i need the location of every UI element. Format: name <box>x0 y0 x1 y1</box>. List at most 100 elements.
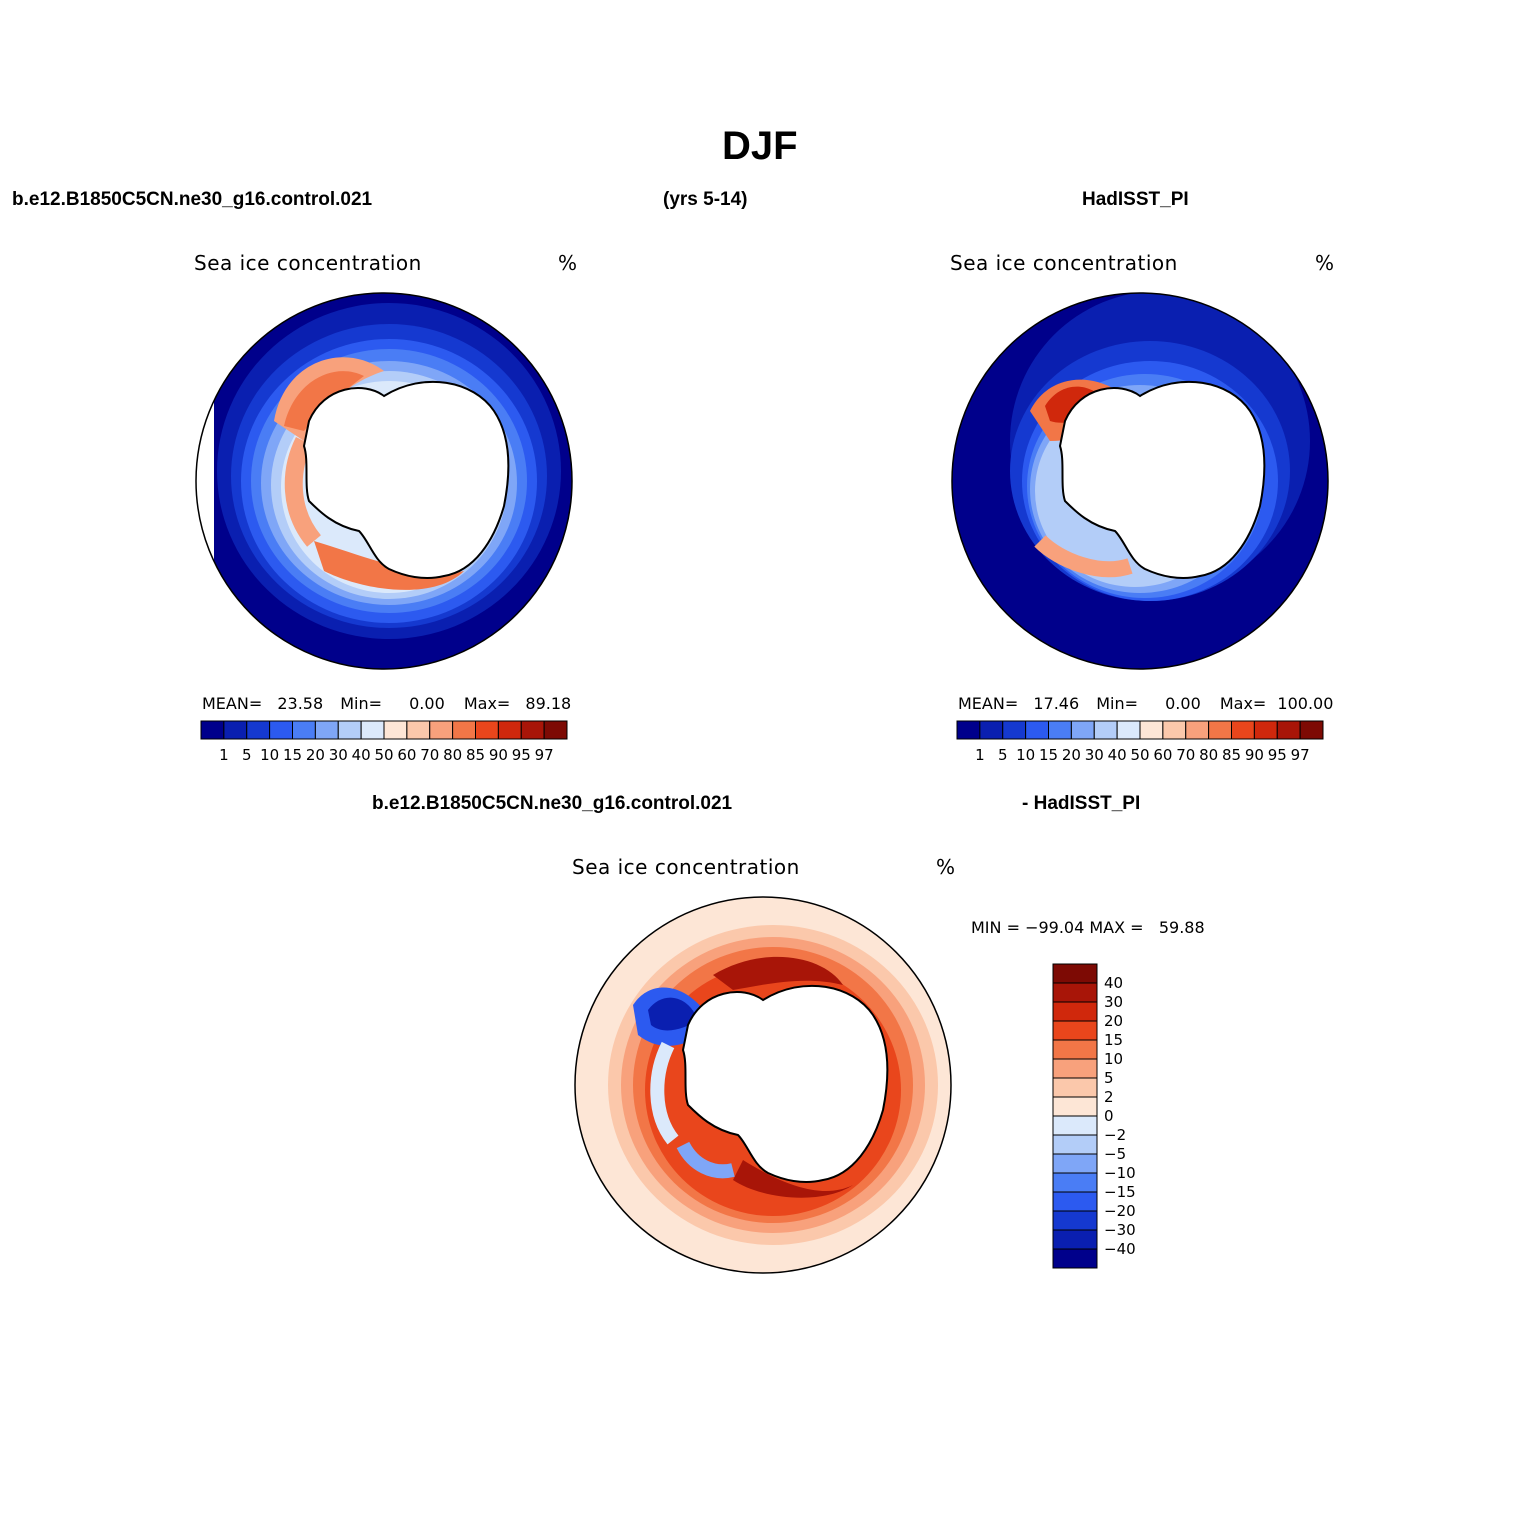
diff-colorbar-tick-label: 30 <box>1104 993 1123 1011</box>
panel2-colorbar-swatch <box>1253 720 1278 740</box>
panel2-colorbar-swatch <box>1070 720 1095 740</box>
panel1-colorbar-swatch <box>383 720 408 740</box>
diff-colorbar-swatch <box>1052 963 1098 984</box>
panel1-colorbar-tick-label: 90 <box>489 746 508 764</box>
panel2-min-label: Min= <box>1096 694 1139 713</box>
panel2-colorbar-swatch <box>1185 720 1210 740</box>
panel1-colorbar-swatch <box>337 720 362 740</box>
panel1-colorbar-swatch <box>269 720 293 740</box>
panel1-max-label: Max= <box>463 694 511 713</box>
panel2-colorbar-swatch <box>1093 720 1118 740</box>
panel1-colorbar-swatch <box>497 720 522 740</box>
diff-colorbar-swatch <box>1052 1020 1098 1041</box>
panel2-colorbar-tick-label: 20 <box>1062 746 1081 764</box>
panel2-colorbar-swatch <box>1162 720 1187 740</box>
diff-colorbar-tick-label: −2 <box>1104 1126 1126 1144</box>
diff-obs-name: - HadISST_PI <box>1022 793 1141 814</box>
panel2-colorbar-swatch <box>979 720 1004 740</box>
panel2-colorbar-tick-label: 5 <box>998 746 1008 764</box>
diff-colorbar-tick-label: 10 <box>1104 1050 1123 1068</box>
panel1-polar-map <box>195 292 573 670</box>
panel2-colorbar-swatch <box>1048 720 1072 740</box>
panel1-mean-label: MEAN= <box>202 694 263 713</box>
diff-colorbar-swatch <box>1052 1058 1098 1079</box>
panel1-stats: MEAN= 23.58 Min= 0.00 Max= 89.18 <box>202 694 571 713</box>
panel1-mean-value: 23.58 <box>277 694 324 713</box>
panel1-max-value: 89.18 <box>525 694 572 713</box>
panel2-units-label: % <box>1315 251 1335 275</box>
panel1-colorbar-swatch <box>520 720 545 740</box>
diff-colorbar-tick-label: 20 <box>1104 1012 1123 1030</box>
diff-colorbar-swatch <box>1052 1077 1098 1098</box>
case-name: b.e12.B1850C5CN.ne30_g16.control.021 <box>12 189 373 210</box>
panel2-colorbar-tick-label: 90 <box>1245 746 1264 764</box>
diff-colorbar-swatch <box>1052 1210 1098 1231</box>
panel1-units-label: % <box>558 251 578 275</box>
diff-variable-label: Sea ice concentration <box>572 855 800 879</box>
diff-colorbar-tick-label: 0 <box>1104 1107 1114 1125</box>
panel2-colorbar-tick-label: 1 <box>975 746 985 764</box>
panel2-colorbar-tick-label: 80 <box>1199 746 1218 764</box>
panel1-colorbar-swatch <box>223 720 248 740</box>
diff-minmax: MIN = −99.04 MAX = 59.88 <box>971 918 1205 937</box>
panel2-colorbar-tick-label: 85 <box>1222 746 1241 764</box>
panel2-colorbar-tick-label: 95 <box>1268 746 1287 764</box>
panel2-colorbar: 1 5 10 15 20 30 40 50 60 70 80 85 90 95 97 <box>956 720 1324 764</box>
panel1-colorbar-swatch <box>543 720 568 740</box>
panel2-colorbar-swatch <box>1299 720 1324 740</box>
panel2-polar-map <box>951 292 1329 670</box>
panel1-colorbar-tick-label: 30 <box>329 746 348 764</box>
obs-name: HadISST_PI <box>1082 189 1189 210</box>
panel1-colorbar-swatch <box>360 720 385 740</box>
panel2-colorbar-tick-label: 60 <box>1153 746 1172 764</box>
panel2-variable-label: Sea ice concentration <box>950 251 1178 275</box>
figure-title: DJF <box>722 124 798 168</box>
panel1-colorbar-tick-label: 10 <box>260 746 279 764</box>
panel2-colorbar-swatch <box>1116 720 1141 740</box>
panel2-colorbar-swatch <box>1002 720 1027 740</box>
panel2-colorbar-tick-label: 50 <box>1130 746 1149 764</box>
diff-colorbar-swatch <box>1052 1134 1098 1155</box>
panel2-mean-label: MEAN= <box>958 694 1019 713</box>
panel2-colorbar-tick-label: 40 <box>1108 746 1127 764</box>
panel1-colorbar-tick-label: 15 <box>283 746 302 764</box>
diff-colorbar-tick-label: −5 <box>1104 1145 1126 1163</box>
panel1-colorbar-tick-label: 70 <box>420 746 439 764</box>
diff-colorbar-swatch <box>1052 1153 1098 1174</box>
panel1-colorbar-tick-label: 5 <box>242 746 252 764</box>
panel1-colorbar-tick-label: 40 <box>352 746 371 764</box>
years-range: (yrs 5-14) <box>663 189 748 210</box>
panel1-colorbar-swatch <box>475 720 499 740</box>
panel2-mean-value: 17.46 <box>1033 694 1080 713</box>
diff-colorbar-swatch <box>1052 1115 1098 1136</box>
panel1-colorbar-swatch <box>314 720 339 740</box>
panel1-colorbar-swatch <box>452 720 476 740</box>
panel2-colorbar-swatch <box>1208 720 1232 740</box>
diff-colorbar-swatch <box>1052 1039 1098 1060</box>
diff-colorbar-tick-label: −15 <box>1104 1183 1136 1201</box>
diff-colorbar-swatch <box>1052 1229 1098 1250</box>
panel1-colorbar-tick-label: 85 <box>466 746 485 764</box>
panel1-min-label: Min= <box>340 694 383 713</box>
panel2-min-value: 0.00 <box>1165 694 1201 713</box>
diff-colorbar-tick-label: −40 <box>1104 1240 1136 1258</box>
panel2-max-label: Max= <box>1219 694 1267 713</box>
panel1-variable-label: Sea ice concentration <box>194 251 422 275</box>
panel1-colorbar-tick-label: 1 <box>219 746 229 764</box>
panel2-colorbar-swatch <box>956 720 981 740</box>
diff-polar-map <box>574 896 952 1274</box>
panel1-colorbar-tick-label: 50 <box>374 746 393 764</box>
diff-colorbar-tick-label: −10 <box>1104 1164 1136 1182</box>
diff-colorbar-swatch <box>1052 1001 1098 1022</box>
panel2-colorbar-tick-label: 30 <box>1085 746 1104 764</box>
panel2-max-value: 100.00 <box>1277 694 1334 713</box>
panel1-colorbar-tick-label: 20 <box>306 746 325 764</box>
diff-colorbar-swatch <box>1052 1172 1098 1193</box>
diff-colorbar-tick-label: 15 <box>1104 1031 1123 1049</box>
diff-colorbar-swatch <box>1052 1248 1098 1269</box>
diff-colorbar-tick-label: −20 <box>1104 1202 1136 1220</box>
panel2-colorbar-swatch <box>1139 720 1164 740</box>
panel1-colorbar-swatch <box>429 720 454 740</box>
diff-colorbar-tick-label: 2 <box>1104 1088 1114 1106</box>
